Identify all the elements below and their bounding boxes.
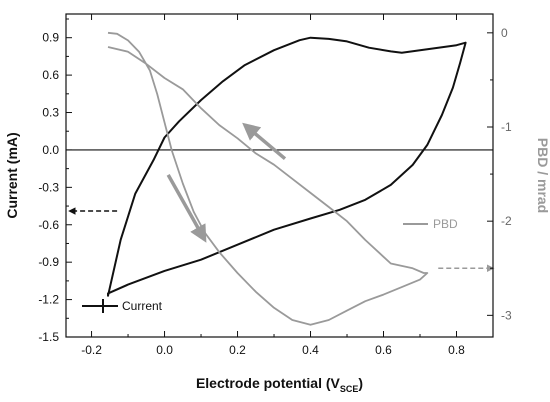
direction-arrow bbox=[166, 174, 207, 243]
x-tick-label: 0.8 bbox=[448, 343, 465, 357]
plot-area: PBD Current bbox=[65, 13, 495, 338]
y-axis-current: 0.9 0.6 0.3 0.0 -0.3 -0.6 -0.9 -1.2 -1.5 bbox=[38, 18, 72, 344]
y2-tick-label: -3 bbox=[501, 308, 512, 322]
y-tick-label: -1.2 bbox=[38, 293, 59, 307]
pbd-series-line bbox=[107, 31, 429, 326]
y-tick-label: 0.3 bbox=[42, 106, 59, 120]
y2-tick-label: -1 bbox=[501, 120, 512, 134]
y-tick-label: 0.0 bbox=[42, 143, 59, 157]
x-tick-label: 0.0 bbox=[156, 343, 173, 357]
y-axis-pbd: 0 -1 -2 -3 bbox=[487, 26, 512, 322]
y2-tick-label: 0 bbox=[501, 26, 508, 40]
x-axis-title: Electrode potential (VSCE) bbox=[196, 375, 363, 394]
x-tick-label: 0.4 bbox=[302, 343, 319, 357]
y-tick-label: -0.6 bbox=[38, 218, 59, 232]
x-tick-label: 0.6 bbox=[375, 343, 392, 357]
direction-arrow bbox=[242, 122, 287, 161]
x-tick-label: 0.2 bbox=[229, 343, 246, 357]
y-axis-title: Current (mA) bbox=[4, 132, 20, 218]
y2-axis-title: PBD / mrad bbox=[535, 138, 550, 213]
current-series-line bbox=[107, 36, 467, 297]
legend-current-label: Current bbox=[122, 299, 163, 313]
plot-frame bbox=[65, 13, 494, 338]
y-tick-label: -0.3 bbox=[38, 180, 59, 194]
y-tick-label: 0.9 bbox=[42, 31, 59, 45]
y-tick-label: 0.6 bbox=[42, 68, 59, 82]
y2-tick-label: -2 bbox=[501, 214, 512, 228]
y-tick-label: -1.5 bbox=[38, 330, 59, 344]
x-tick-label: -0.2 bbox=[81, 343, 102, 357]
y-tick-label: -0.9 bbox=[38, 255, 59, 269]
legend-pbd-label: PBD bbox=[433, 217, 458, 231]
x-axis: -0.2 0.0 0.2 0.4 0.6 0.8 bbox=[81, 14, 465, 357]
